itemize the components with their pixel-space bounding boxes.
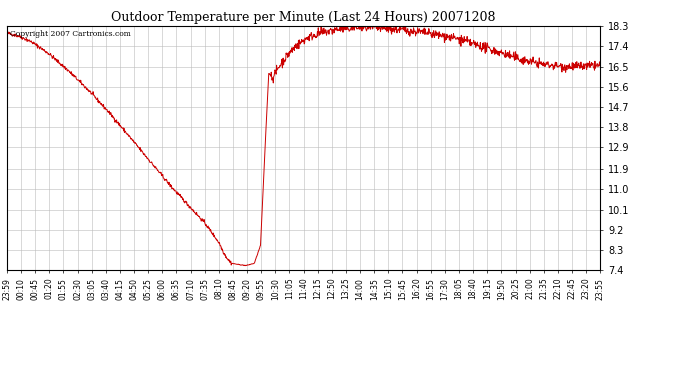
Title: Outdoor Temperature per Minute (Last 24 Hours) 20071208: Outdoor Temperature per Minute (Last 24 … [111,11,496,24]
Text: Copyright 2007 Cartronics.com: Copyright 2007 Cartronics.com [10,30,130,38]
